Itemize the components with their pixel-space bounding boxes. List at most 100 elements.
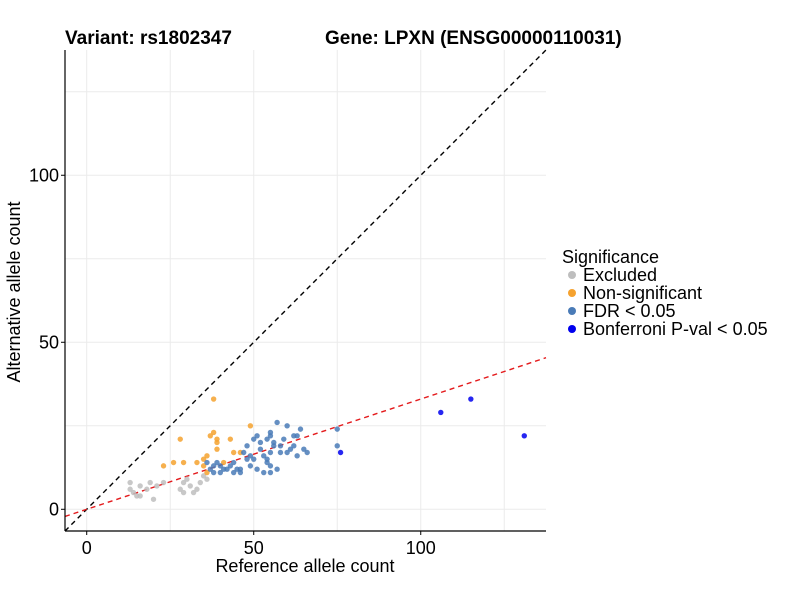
y-tick-label: 0 (49, 499, 59, 519)
x-tick-label: 0 (82, 538, 92, 558)
data-point (241, 449, 247, 456)
data-point (257, 439, 264, 446)
data-point (217, 463, 224, 469)
data-point (200, 463, 207, 469)
data-point (137, 483, 143, 489)
data-point (267, 429, 274, 436)
data-point (264, 436, 270, 442)
data-point (297, 426, 304, 432)
data-point (207, 433, 214, 439)
x-axis-label: Reference allele count (215, 556, 394, 576)
data-point (217, 469, 224, 476)
data-point (180, 479, 187, 486)
data-point (267, 463, 274, 469)
data-point (220, 459, 227, 466)
data-point (261, 469, 267, 476)
data-point (227, 463, 234, 469)
legend-key (568, 271, 576, 279)
data-point (210, 469, 217, 476)
data-point (247, 453, 254, 459)
data-point (230, 459, 237, 466)
legend-key (568, 307, 576, 315)
data-point (190, 489, 197, 496)
chart-title-gene: Gene: LPXN (ENSG00000110031) (325, 28, 622, 49)
data-point (521, 433, 527, 439)
legend-label: Excluded (583, 265, 657, 285)
data-point (267, 469, 274, 476)
data-point (254, 433, 260, 439)
y-tick-label: 50 (39, 332, 59, 352)
data-point (154, 483, 160, 489)
data-point (194, 459, 200, 466)
data-point (144, 486, 150, 492)
data-point (244, 456, 250, 462)
axes (64, 50, 546, 532)
data-point (194, 486, 200, 492)
data-point (200, 456, 207, 462)
data-point (468, 396, 474, 402)
data-point (277, 443, 284, 449)
data-point (224, 466, 230, 472)
data-point (227, 436, 234, 442)
data-point (281, 436, 287, 442)
data-point (237, 469, 244, 476)
chart-title-variant: Variant: rs1802347 (65, 28, 232, 49)
data-point (230, 449, 237, 456)
data-point (204, 453, 210, 459)
data-point (264, 456, 270, 462)
data-point (177, 436, 183, 442)
data-point (277, 449, 284, 456)
reference-lines (64, 49, 547, 532)
data-point (294, 433, 300, 439)
data-point (204, 459, 210, 466)
legend-key (568, 325, 576, 333)
data-point (210, 463, 217, 469)
data-point (291, 443, 297, 449)
data-point (301, 446, 307, 452)
data-point (214, 436, 220, 442)
data-point (170, 459, 177, 466)
data-point (287, 446, 294, 452)
data-point (247, 423, 254, 429)
data-point (204, 476, 210, 482)
identity-line (64, 49, 547, 532)
data-point (197, 479, 203, 486)
data-point (254, 466, 260, 472)
data-point (137, 493, 143, 499)
legend-label: Bonferroni P-val < 0.05 (583, 319, 768, 339)
data-point (334, 443, 340, 449)
data-point (271, 443, 277, 449)
legend-label: FDR < 0.05 (583, 301, 676, 321)
data-point (337, 449, 344, 456)
data-point (207, 466, 214, 472)
data-point (274, 419, 280, 426)
data-point (284, 449, 290, 456)
fit-line (64, 357, 547, 518)
legend-title: Significance (562, 247, 659, 267)
data-point (294, 453, 300, 459)
data-point (150, 496, 157, 502)
data-point (210, 429, 217, 436)
data-point (177, 486, 183, 492)
data-point (244, 443, 250, 449)
legend-label: Non-significant (583, 283, 702, 303)
data-point (160, 463, 167, 469)
data-point (267, 449, 274, 456)
data-point (200, 473, 207, 479)
data-point (127, 479, 133, 486)
data-point (214, 459, 220, 466)
data-point (257, 446, 264, 452)
data-point (180, 489, 187, 496)
data-point (261, 453, 267, 459)
data-point (251, 456, 257, 462)
data-point (204, 469, 210, 476)
data-points (127, 396, 527, 502)
data-point (304, 449, 310, 456)
grid-lines (65, 50, 546, 531)
legend: Significance ExcludedNon-significantFDR … (562, 247, 768, 339)
data-point (284, 423, 290, 429)
data-point (438, 409, 444, 416)
y-axis-label: Alternative allele count (4, 201, 24, 382)
data-point (184, 476, 190, 482)
